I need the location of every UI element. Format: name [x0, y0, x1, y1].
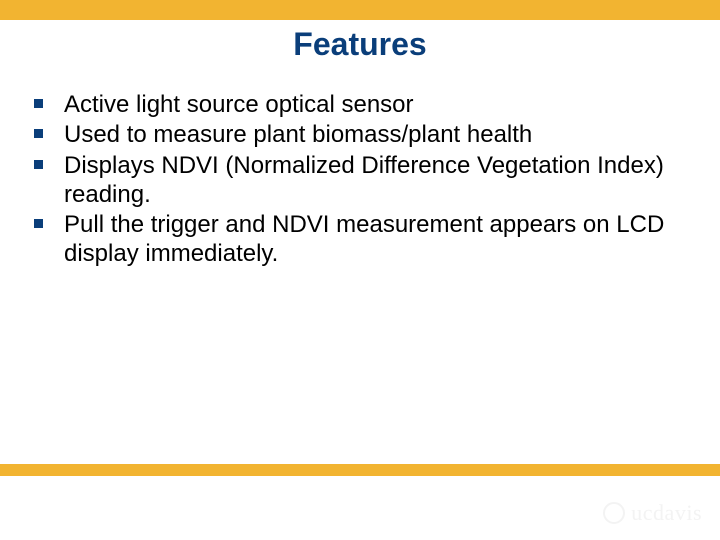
bullet-text: Pull the trigger and NDVI measurement ap… [64, 211, 664, 267]
content-area: Active light source optical sensor Used … [34, 90, 674, 270]
slide: Features Active light source optical sen… [0, 0, 720, 540]
bullet-item: Displays NDVI (Normalized Difference Veg… [34, 151, 674, 210]
footer: ucdavis [0, 476, 720, 540]
bullet-text: Used to measure plant biomass/plant heal… [64, 121, 532, 148]
bullet-item: Active light source optical sensor [34, 90, 674, 119]
bullet-text: Active light source optical sensor [64, 91, 414, 118]
seal-icon [603, 502, 625, 524]
top-accent-bar [0, 0, 720, 20]
bullet-item: Pull the trigger and NDVI measurement ap… [34, 210, 674, 269]
institution-wordmark: ucdavis [603, 500, 702, 526]
square-bullet-icon [34, 219, 43, 228]
bullet-list: Active light source optical sensor Used … [34, 90, 674, 269]
bottom-accent-bar [0, 464, 720, 476]
square-bullet-icon [34, 160, 43, 169]
slide-title: Features [0, 26, 720, 63]
bullet-item: Used to measure plant biomass/plant heal… [34, 120, 674, 149]
square-bullet-icon [34, 129, 43, 138]
square-bullet-icon [34, 99, 43, 108]
wordmark-text: ucdavis [631, 500, 702, 525]
bullet-text: Displays NDVI (Normalized Difference Veg… [64, 152, 664, 208]
